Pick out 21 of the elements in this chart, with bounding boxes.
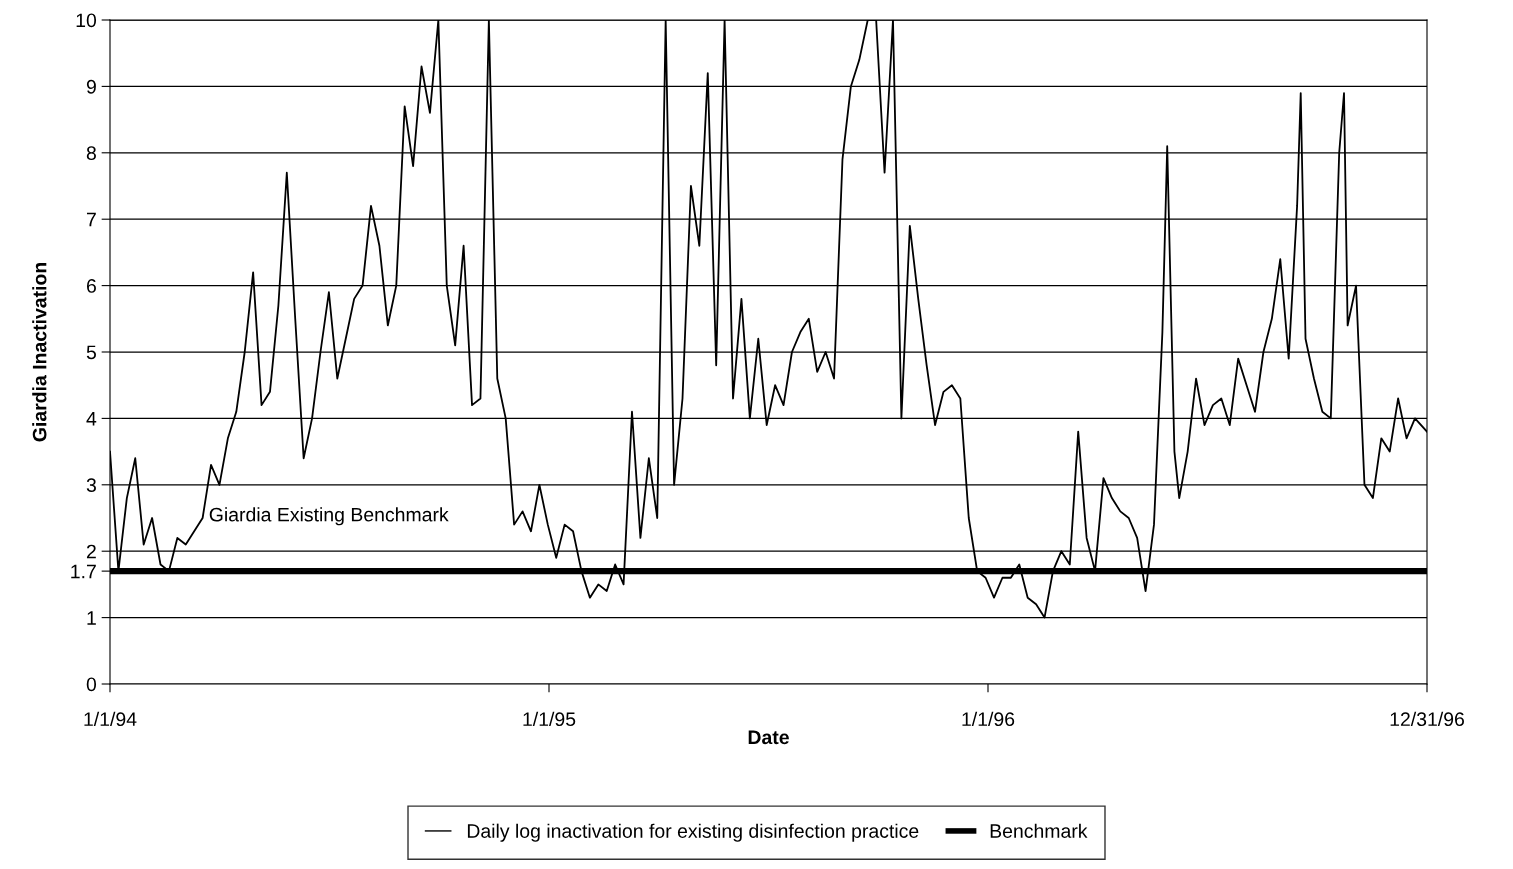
y-axis-title: Giardia Inactivation [32,262,47,442]
y-tick-label: 6 [86,279,96,293]
y-tick-label: 1 [87,611,96,625]
y-tick-label: 1.7 [71,564,96,579]
y-tick-label: 2 [86,544,96,559]
y-tick-label: 10 [76,13,97,28]
y-tick-label: 0 [86,677,97,692]
legend-label: Benchmark [990,823,1088,838]
x-tick-label: 1/1/95 [523,711,576,727]
y-tick-label: 9 [86,79,96,94]
y-tick-label: 3 [86,478,96,493]
legend-label: Daily log inactivation for existing disinfection practice [467,823,919,842]
x-tick-label: 1/1/96 [962,711,1015,727]
y-tick-label: 8 [86,146,96,161]
x-tick-label: 12/31/96 [1390,711,1464,727]
y-tick-label: 4 [86,412,97,426]
annotation: Giardia Existing Benchmark [209,507,449,526]
y-tick-label: 7 [86,212,96,227]
x-axis-title: Date [748,730,789,745]
x-tick-label: 1/1/94 [84,711,137,727]
y-tick-label: 5 [86,345,96,360]
